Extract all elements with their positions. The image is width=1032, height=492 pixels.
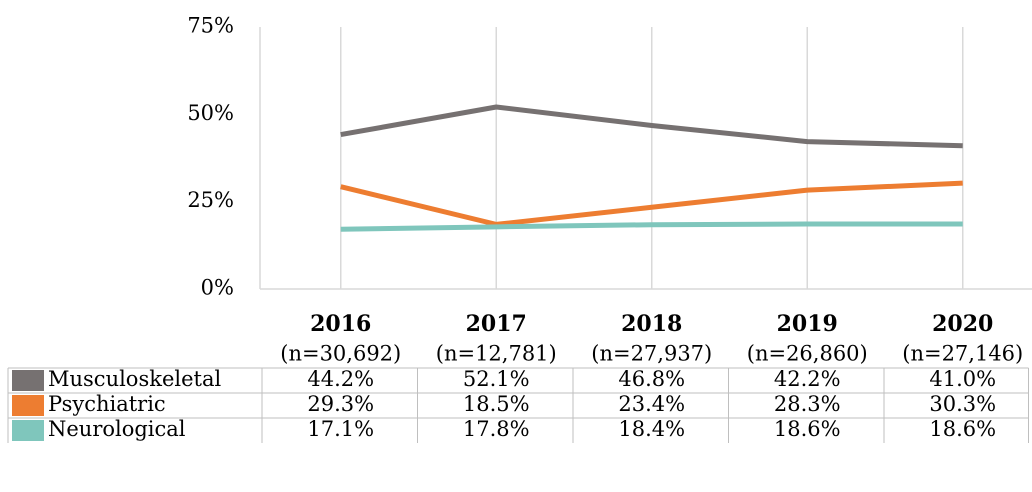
y-tick-label: 75% xyxy=(187,14,234,38)
x-tick-note: (n=27,146) xyxy=(902,342,1023,366)
legend-swatch xyxy=(12,370,44,391)
x-tick-label: 2016 xyxy=(310,311,371,337)
table-cell: 44.2% xyxy=(307,367,374,391)
table-cell: 18.4% xyxy=(618,417,685,441)
table-cell: 41.0% xyxy=(929,367,996,391)
legend-label: Neurological xyxy=(48,417,186,441)
y-tick-label: 0% xyxy=(201,276,234,300)
x-tick-label: 2017 xyxy=(466,311,527,337)
table-cell: 29.3% xyxy=(307,392,374,416)
legend-swatch xyxy=(12,420,44,441)
table-cell: 23.4% xyxy=(618,392,685,416)
x-tick-label: 2019 xyxy=(777,311,838,337)
table-cell: 18.6% xyxy=(774,417,841,441)
x-tick-label: 2020 xyxy=(932,311,993,337)
table-cell: 18.5% xyxy=(463,392,530,416)
series-line xyxy=(340,221,963,232)
table-cell: 17.8% xyxy=(463,417,530,441)
table-cell: 46.8% xyxy=(618,367,685,391)
x-tick-note: (n=26,860) xyxy=(747,342,868,366)
legend-swatch xyxy=(12,395,44,416)
x-tick-note: (n=27,937) xyxy=(591,342,712,366)
y-tick-label: 25% xyxy=(187,188,234,212)
table-cell: 17.1% xyxy=(307,417,374,441)
table-cell: 30.3% xyxy=(929,392,996,416)
table-cell: 28.3% xyxy=(774,392,841,416)
table-cell: 18.6% xyxy=(929,417,996,441)
x-tick-note: (n=30,692) xyxy=(280,342,401,366)
x-tick-note: (n=12,781) xyxy=(436,342,557,366)
series-line xyxy=(340,180,963,227)
legend-label: Psychiatric xyxy=(48,392,166,416)
legend-label: Musculoskeletal xyxy=(48,367,221,391)
x-tick-label: 2018 xyxy=(621,311,682,337)
y-tick-label: 50% xyxy=(187,101,234,125)
series-line xyxy=(340,104,963,149)
table-cell: 52.1% xyxy=(463,367,530,391)
table-cell: 42.2% xyxy=(774,367,841,391)
